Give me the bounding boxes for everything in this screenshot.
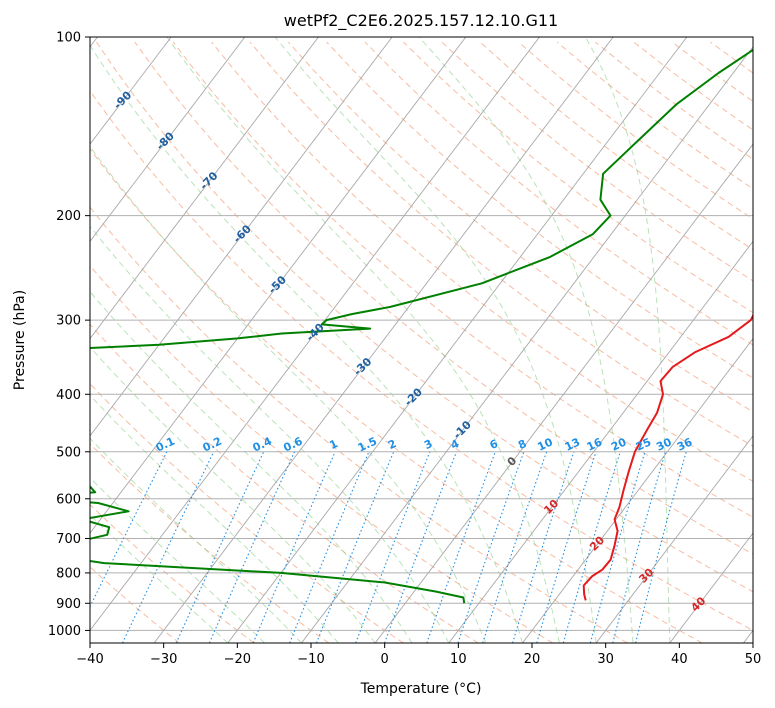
mixing-ratio-line (536, 451, 597, 643)
moist-adiabat (584, 37, 671, 643)
moist-adiabat (90, 346, 376, 643)
mixing-ratio-line (589, 451, 646, 643)
chart-title: wetPf2_C2E6.2025.157.12.10.G11 (284, 11, 558, 31)
y-tick-label: 200 (56, 209, 81, 224)
x-tick-label: −10 (297, 652, 324, 667)
plot-frame (89, 36, 754, 644)
dry-adiabat (90, 264, 554, 643)
moist-adiabat (166, 37, 560, 643)
y-tick-label: 1000 (48, 624, 81, 639)
y-tick-label: 500 (56, 445, 81, 460)
profile-lines (90, 48, 753, 604)
profile-line (582, 313, 753, 601)
mixing-ratio-line (635, 451, 687, 643)
mixing-ratio-line (457, 451, 525, 643)
moist-adiabat (90, 477, 265, 643)
dry-adiabat (90, 89, 753, 631)
dry-adiabat (90, 382, 404, 643)
moist-adiabat (418, 37, 634, 643)
mixing-ratio-line (289, 451, 370, 643)
mixing-ratio-label: 30 (654, 435, 674, 453)
y-tick-label: 900 (56, 597, 81, 612)
x-tick-label: 0 (381, 652, 389, 667)
mixing-ratio-line (562, 451, 621, 643)
mixing-ratio-line (315, 451, 395, 643)
mixing-ratio-lines (90, 451, 687, 643)
moist-adiabat (90, 145, 487, 643)
y-axis-title: Pressure (hPa) (12, 290, 28, 390)
dry-adiabat (288, 41, 753, 413)
isotherm-line (301, 46, 753, 643)
y-tick-label: 800 (56, 566, 81, 581)
isotherm-line (90, 37, 467, 534)
x-axis-ticks: −40 −30 −20 −10 0 10 20 30 40 50 (76, 643, 761, 667)
dry-adiabat (364, 41, 753, 346)
x-tick-label: 40 (671, 652, 688, 667)
isotherm-line (90, 37, 540, 632)
x-tick-label: 10 (450, 652, 467, 667)
mixing-ratio-line (384, 451, 458, 643)
x-tick-label: −40 (76, 652, 103, 667)
isotherm-line (90, 37, 172, 145)
mixing-ratio-line (90, 451, 168, 608)
mixing-ratio-label: 36 (675, 435, 695, 453)
x-tick-label: 30 (597, 652, 614, 667)
y-tick-label: 300 (56, 314, 81, 329)
mixing-ratio-line (482, 451, 548, 643)
isotherm-line (90, 37, 393, 437)
y-tick-label: 600 (56, 492, 81, 507)
isotherm-line (153, 37, 614, 643)
mixing-ratio-label: 16 (585, 435, 605, 453)
isotherm-line (669, 532, 753, 643)
mixing-ratio-line (355, 451, 431, 643)
x-tick-label: 50 (745, 652, 762, 667)
x-axis-title: Temperature (°C) (360, 681, 482, 697)
isotherm-line (90, 37, 319, 340)
moist-adiabat (90, 290, 413, 643)
profile-line (90, 48, 753, 604)
mixing-ratio-line (252, 451, 336, 643)
isotherm-gridlines (90, 37, 753, 643)
isotherm-line (448, 240, 753, 643)
mixing-ratio-label: 25 (634, 436, 653, 454)
mixing-ratio-line (512, 451, 575, 643)
plot-area: -100-90-80-70-60-50-40-30-20-10010203040… (90, 37, 753, 643)
y-tick-label: 100 (56, 31, 81, 46)
isotherm-line (374, 143, 753, 643)
x-tick-label: 20 (524, 652, 541, 667)
dry-adiabat (96, 41, 753, 593)
isotherm-line (522, 337, 753, 643)
isotherm-line (90, 37, 246, 243)
y-axis-ticks: 100 200 300 400 500 600 700 800 900 1000 (48, 31, 90, 639)
dry-adiabat (326, 41, 753, 379)
moist-adiabat (90, 394, 339, 643)
mixing-ratio-line (208, 451, 296, 643)
moist-adiabat (90, 514, 229, 643)
mixing-ratio-label: 10 (535, 435, 555, 453)
x-tick-label: −30 (150, 652, 177, 667)
y-tick-label: 400 (56, 388, 81, 403)
mixing-ratio-line (612, 451, 667, 643)
moist-adiabat (90, 225, 450, 643)
mixing-ratio-label: 13 (563, 436, 582, 454)
mixing-ratio-line (426, 451, 496, 643)
isotherm-line (227, 37, 688, 643)
isotherm-line (595, 435, 753, 643)
moist-adiabat (90, 44, 523, 643)
dry-adiabat (90, 206, 628, 643)
dry-adiabat (90, 443, 329, 643)
isobar-gridlines (90, 37, 753, 631)
y-tick-label: 700 (56, 532, 81, 547)
mixing-ratio-label: 20 (609, 435, 629, 453)
moist-adiabat (90, 437, 302, 643)
x-tick-label: −20 (224, 652, 251, 667)
